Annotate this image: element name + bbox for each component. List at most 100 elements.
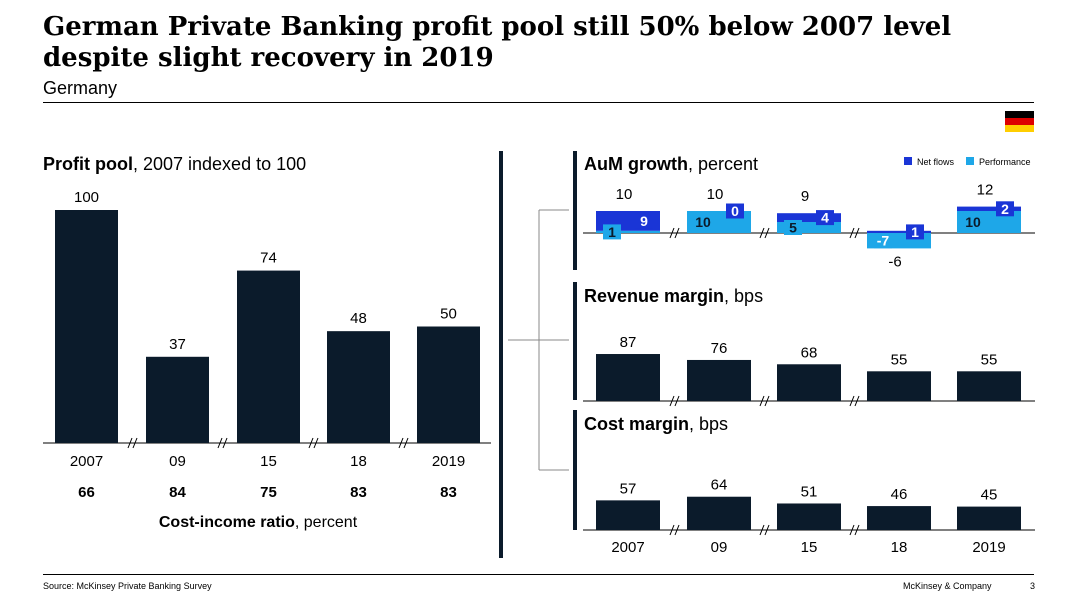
aum-total-label: -6 <box>888 253 901 270</box>
flag-stripe-black <box>1005 111 1034 118</box>
page-subtitle: Germany <box>43 78 118 98</box>
revenue-margin-bar <box>867 371 931 401</box>
profit-pool-axis-break <box>313 437 319 449</box>
cost-margin-value-label: 64 <box>711 477 728 494</box>
aum-performance-label-badge <box>694 214 712 230</box>
profit-pool-axis-break <box>222 437 228 449</box>
cost-margin-axis-break <box>764 524 770 536</box>
cost-margin-tick-label: 18 <box>891 539 908 556</box>
footer-divider <box>43 574 1034 575</box>
revenue-margin-axis-break <box>849 395 855 407</box>
profit-pool-bar <box>55 210 118 443</box>
aum-performance-label: -7 <box>877 233 890 249</box>
aum-axis-break <box>669 227 675 239</box>
cost-margin-value-label: 45 <box>981 487 998 504</box>
aum-growth-title-rest: , percent <box>688 154 758 174</box>
cost-margin-bar <box>777 503 841 530</box>
aum-performance-label: 10 <box>695 214 711 230</box>
cost-margin-bar <box>687 496 751 530</box>
connector-lines <box>508 209 569 471</box>
profit-pool-bar <box>146 356 209 443</box>
flag-stripe-gold <box>1005 125 1034 132</box>
revenue-margin-value-label: 87 <box>620 334 637 351</box>
cost-income-value: 75 <box>260 484 277 501</box>
legend-label-net-flows: Net flows <box>917 157 955 167</box>
revenue-margin-title-rest: , bps <box>724 286 763 306</box>
profit-pool-axis-break <box>217 437 223 449</box>
aum-net-flows-label: 2 <box>1001 201 1009 217</box>
aum-performance-label: 10 <box>965 214 981 230</box>
aum-performance-label: 5 <box>789 220 797 236</box>
profit-pool-axis-break <box>127 437 133 449</box>
aum-axis-break <box>849 227 855 239</box>
aum-axis-break <box>759 227 765 239</box>
aum-performance-label-badge <box>874 233 892 249</box>
profit-pool-tick-label: 2007 <box>70 453 103 470</box>
cost-margin-value-label: 57 <box>620 480 637 497</box>
profit-pool-tick-label: 2019 <box>432 453 465 470</box>
aum-net-flows-bar <box>867 230 931 233</box>
cost-income-label-rest: , percent <box>295 514 358 531</box>
cost-income-value: 83 <box>350 484 367 501</box>
revenue-margin-bar <box>957 371 1021 401</box>
revenue-margin-bar <box>596 354 660 401</box>
cost-income-value: 84 <box>169 484 186 501</box>
profit-pool-value-label: 37 <box>169 336 186 353</box>
aum-axis-break <box>674 227 680 239</box>
cost-margin-title-rest: , bps <box>689 414 728 434</box>
cost-margin-title: Cost margin, bps <box>584 414 728 434</box>
page-number: 3 <box>1030 581 1036 591</box>
cost-income-value: 83 <box>440 484 457 501</box>
cost-margin-axis-break <box>674 524 680 536</box>
page-title: German Private Banking profit pool still… <box>43 12 952 73</box>
revenue-margin-axis-break <box>764 395 770 407</box>
aum-axis-break <box>854 227 860 239</box>
revenue-margin-bar <box>687 359 751 401</box>
aum-net-flows-label-badge <box>906 224 924 240</box>
profit-pool-value-label: 48 <box>350 310 367 327</box>
revenue-margin-bar <box>777 364 841 401</box>
aum-performance-label-badge <box>603 224 621 240</box>
cost-margin-axis-break <box>669 524 675 536</box>
aum-performance-label: 1 <box>608 224 616 240</box>
cost-margin-tick-label: 15 <box>801 539 818 556</box>
cost-margin-tick-label: 09 <box>711 539 728 556</box>
aum-net-flows-label: 4 <box>821 210 829 226</box>
cost-margin-tick-label: 2007 <box>611 539 644 556</box>
legend-label-performance: Performance <box>979 157 1031 167</box>
profit-pool-value-label: 100 <box>74 189 99 206</box>
aum-performance-label-badge <box>964 214 982 230</box>
revenue-margin-value-label: 68 <box>801 344 818 361</box>
profit-pool-title-rest: , 2007 indexed to 100 <box>133 154 306 174</box>
profit-pool-title-bold: Profit pool <box>43 154 133 174</box>
aum-net-flows-label-badge <box>635 213 653 229</box>
aum-performance-bar <box>777 222 841 233</box>
revenue-margin-value-label: 55 <box>981 351 998 368</box>
flag-stripe-red <box>1005 118 1034 125</box>
cost-margin-tick-label: 2019 <box>972 539 1005 556</box>
revenue-margin-title: Revenue margin, bps <box>584 286 763 306</box>
revenue-margin-value-label: 76 <box>711 340 728 357</box>
profit-pool-bar <box>327 331 390 443</box>
cost-margin-axis-break <box>849 524 855 536</box>
aum-net-flows-label-badge <box>726 203 744 219</box>
aum-performance-label-badge <box>784 220 802 235</box>
aum-total-label: 9 <box>801 188 809 205</box>
aum-net-flows-label: 9 <box>640 213 648 229</box>
revenue-margin-value-label: 55 <box>891 351 908 368</box>
cost-margin-bar <box>867 506 931 530</box>
company-name: McKinsey & Company <box>903 581 992 591</box>
revenue-margin-axis-break <box>674 395 680 407</box>
cost-margin-bar <box>596 500 660 530</box>
revenue-margin-axis-break <box>759 395 765 407</box>
revenue-margin-title-bold: Revenue margin <box>584 286 724 306</box>
aum-total-label: 10 <box>616 186 633 203</box>
aum-net-flows-bar <box>957 206 1021 211</box>
cost-margin-value-label: 46 <box>891 486 908 503</box>
aum-growth-title-bold: AuM growth <box>584 154 688 174</box>
profit-pool-value-label: 50 <box>440 306 457 323</box>
aum-net-flows-label: 0 <box>731 203 739 219</box>
profit-pool-axis-break <box>403 437 409 449</box>
cost-income-label-bold: Cost-income ratio <box>159 514 295 531</box>
aum-legend: Net flows Performance <box>904 157 1031 167</box>
